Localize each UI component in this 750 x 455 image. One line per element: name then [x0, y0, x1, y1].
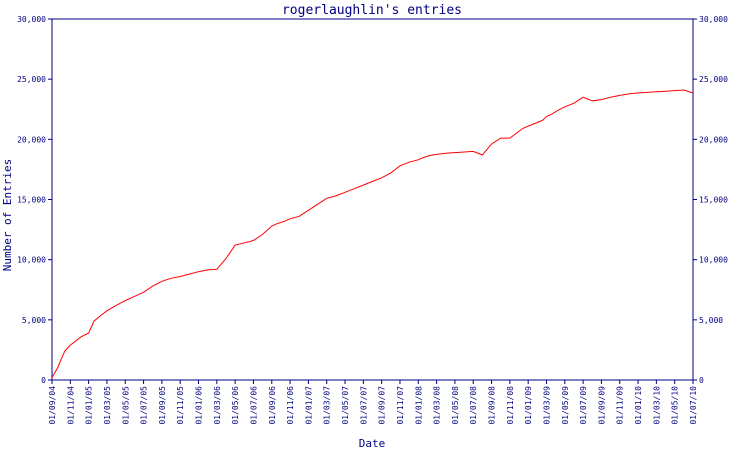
x-tick-label: 01/03/05 [103, 386, 112, 425]
y-axis-right: 0 5,000 10,000 15,000 20,000 25,000 30,000 [693, 15, 728, 385]
plot-area [51, 18, 694, 381]
y-tick-label-right: 10,000 [699, 256, 728, 265]
x-tick-label: 01/05/10 [671, 386, 680, 425]
x-tick-label: 01/11/07 [396, 386, 405, 425]
x-tick-label: 01/05/08 [451, 386, 460, 425]
x-tick-label: 01/01/09 [524, 386, 533, 425]
x-tick-label: 01/03/06 [213, 386, 222, 425]
x-tick-label: 01/11/06 [286, 386, 295, 425]
x-tick-label: 01/07/06 [249, 386, 258, 425]
x-tick-label: 01/09/08 [488, 386, 497, 425]
x-tick-label: 01/11/04 [66, 386, 75, 425]
x-tick-label: 01/01/05 [85, 386, 94, 425]
y-tick-label-left: 15,000 [17, 196, 46, 205]
x-axis: 01/09/04 01/11/04 01/01/05 01/03/05 01/05/05… [48, 380, 698, 425]
y-tick-label-left: 5,000 [22, 316, 46, 325]
x-tick-label: 01/09/05 [158, 386, 167, 425]
y-tick-label-left: 25,000 [17, 75, 46, 84]
x-tick-label: 01/07/08 [469, 386, 478, 425]
x-tick-label: 01/03/09 [542, 386, 551, 425]
y-tick-label-left: 20,000 [17, 135, 46, 144]
y-tick-label-right: 25,000 [699, 75, 728, 84]
y-tick-label-left: 0 [41, 376, 46, 385]
x-tick-label: 01/09/04 [48, 386, 57, 425]
x-tick-label: 01/01/06 [195, 386, 204, 425]
y-tick-label-right: 15,000 [699, 196, 728, 205]
y-tick-label-right: 30,000 [699, 15, 728, 24]
x-tick-label: 01/11/09 [616, 386, 625, 425]
x-tick-label: 01/01/10 [634, 386, 643, 425]
x-tick-label: 01/03/07 [323, 386, 332, 425]
x-tick-label: 01/07/09 [579, 386, 588, 425]
y-tick-label-right: 0 [699, 376, 704, 385]
y-tick-label-right: 20,000 [699, 135, 728, 144]
x-tick-label: 01/05/06 [231, 386, 240, 425]
y-tick-label-left: 30,000 [17, 15, 46, 24]
x-axis-title: Date [359, 437, 386, 450]
x-tick-label: 01/09/09 [597, 386, 606, 425]
x-tick-label: 01/05/07 [341, 386, 350, 425]
x-tick-label: 01/01/07 [304, 386, 313, 425]
x-tick-label: 01/05/05 [121, 386, 130, 425]
x-tick-label: 01/03/08 [433, 386, 442, 425]
y-tick-label-left: 10,000 [17, 256, 46, 265]
x-tick-label: 01/09/07 [378, 386, 387, 425]
x-tick-label: 01/01/08 [414, 386, 423, 425]
x-tick-label: 01/03/10 [652, 386, 661, 425]
y-axis-left: 0 5,000 10,000 15,000 20,000 25,000 30,000 [17, 15, 52, 385]
x-tick-label: 01/09/06 [268, 386, 277, 425]
x-tick-label: 01/11/05 [176, 386, 185, 425]
chart-title: rogerlaughlin's entries [282, 3, 462, 18]
y-axis-title: Number of Entries [1, 159, 14, 272]
series-line [51, 89, 694, 378]
series-layer [51, 89, 694, 378]
x-tick-label: 01/05/09 [561, 386, 570, 425]
x-tick-label: 01/07/10 [689, 386, 698, 425]
x-tick-label: 01/11/08 [506, 386, 515, 425]
x-tick-label: 01/07/05 [140, 386, 149, 425]
y-tick-label-right: 5,000 [699, 316, 723, 325]
x-tick-label: 01/07/07 [359, 386, 368, 425]
